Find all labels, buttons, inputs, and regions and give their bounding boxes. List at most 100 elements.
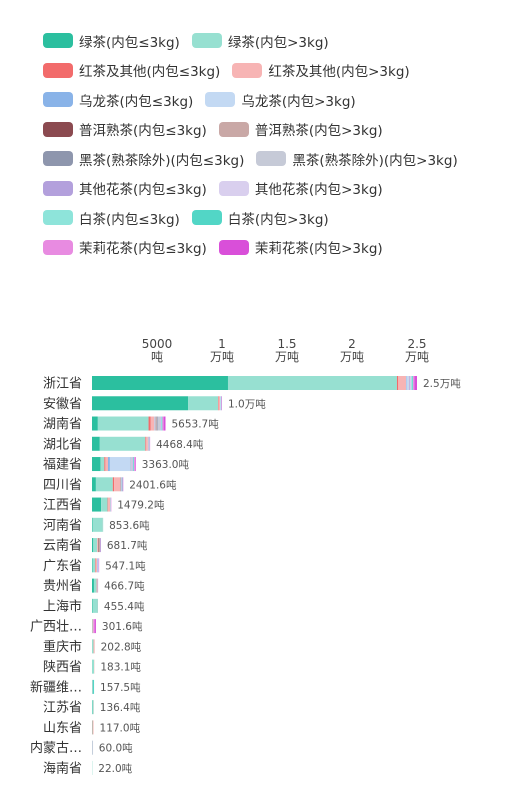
bar-segment [413,376,415,390]
legend-swatch [191,210,222,226]
legend-swatch [43,239,73,255]
y-tick-label: 云南省 [43,538,82,554]
bar-segment [220,396,221,411]
total-label: 183.1吨 [100,661,141,674]
y-tick-label: 上海市 [43,598,82,614]
legend-label: 乌龙茶(内包>3kg) [241,93,356,110]
x-tick-label: 1.5 万吨 [275,337,299,364]
y-tick-label: 湖北省 [43,437,82,452]
legend-label: 白茶(内包>3kg) [227,211,329,228]
legend-row: 绿茶(内包≤3kg) 绿茶(内包>3kg) [43,26,503,56]
legend-item[interactable]: 茉莉花茶(内包>3kg) [218,237,383,257]
bar-segment [134,457,136,472]
legend-item[interactable]: 黑茶(熟茶除外)(内包>3kg) [256,149,458,169]
bar-segment [105,457,108,472]
bar-segment [92,457,101,472]
bar-segment [145,436,146,451]
legend-swatch [43,62,73,78]
bar-segment [92,558,93,573]
total-label: 60.0吨 [99,742,133,755]
legend-swatch [43,121,73,137]
legend-label: 黑茶(熟茶除外)(内包>3kg) [292,152,458,169]
bar-segment [92,477,96,492]
legend-item[interactable]: 黑茶(熟茶除外)(内包≤3kg) [43,149,244,169]
legend-swatch [232,62,263,78]
bar-segment [148,416,151,431]
total-label: 681.7吨 [107,539,148,552]
bar-segment [98,538,101,553]
bar-segment [156,416,158,431]
legend-item[interactable]: 绿茶(内包>3kg) [191,31,329,51]
bar-segment [108,497,111,512]
legend-item[interactable]: 其他花茶(内包≤3kg) [43,178,207,198]
legend-swatch [43,180,73,196]
bar-segment [162,416,164,431]
legend-item[interactable]: 乌龙茶(内包>3kg) [205,90,356,110]
bar-segment [131,457,133,472]
legend-item[interactable]: 绿茶(内包≤3kg) [43,31,180,51]
bar-segment [157,416,161,431]
legend-label: 其他花茶(内包≤3kg) [79,182,207,199]
total-label: 22.0吨 [98,762,132,775]
total-label: 455.4吨 [104,600,145,613]
total-label: 2401.6吨 [129,478,177,491]
legend-item[interactable]: 普洱熟茶(内包>3kg) [218,119,383,140]
total-label: 117.0吨 [100,721,141,734]
total-label: 466.7吨 [104,580,145,593]
y-tick-label: 陕西省 [43,660,82,675]
legend-item[interactable]: 茉莉花茶(内包≤3kg) [43,237,207,257]
y-tick-label: 内蒙古… [30,740,82,756]
legend-item[interactable]: 白茶(内包≤3kg) [43,208,180,228]
x-tick-label: 5000 吨 [142,337,173,364]
legend-item[interactable]: 红茶及其他(内包≤3kg) [43,60,220,80]
total-label: 301.6吨 [102,620,143,633]
total-label: 853.6吨 [109,519,150,532]
bar-segment [92,679,95,694]
legend-row: 红茶及其他(内包≤3kg) 红茶及其他(内包>3kg) [43,56,503,86]
y-tick-label: 新疆维… [30,679,82,695]
legend-label: 普洱熟茶(内包>3kg) [254,123,383,140]
y-tick-label: 浙江省 [43,377,82,392]
total-label: 3363.0吨 [142,458,190,471]
legend-swatch [218,239,249,255]
legend-item[interactable]: 其他花茶(内包>3kg) [218,178,383,199]
legend-label: 茉莉花茶(内包≤3kg) [79,241,207,258]
bar-segment [92,538,94,553]
bar-segment [92,598,98,613]
bar-segment [92,659,95,674]
legend-item[interactable]: 红茶及其他(内包>3kg) [232,60,410,81]
bar-segment [409,376,410,390]
bar-segment [409,376,412,390]
legend-row: 普洱熟茶(内包≤3kg) 普洱熟茶(内包>3kg) [43,115,503,145]
legend-item[interactable]: 乌龙茶(内包≤3kg) [43,90,193,110]
bar-segment [132,457,134,472]
legend-item[interactable]: 普洱熟茶(内包≤3kg) [43,119,207,139]
legend-label: 其他花茶(内包>3kg) [254,182,383,199]
legend-swatch [256,151,287,167]
y-tick-label: 重庆市 [43,639,82,655]
legend-label: 普洱熟茶(内包≤3kg) [79,123,207,140]
bar-segment [218,396,221,411]
legend-swatch [43,151,73,167]
bar-segment [406,376,407,390]
legend-row: 白茶(内包≤3kg) 白茶(内包>3kg) [43,203,503,233]
y-tick-label: 江苏省 [43,700,82,716]
y-tick-label: 山东省 [43,721,82,736]
bar-segment [131,457,132,472]
bar-segment [107,497,109,512]
bar-segment [95,558,96,573]
bar-segment [104,457,106,472]
y-tick-label: 广西壮… [30,620,82,635]
bar-segment [408,376,410,390]
y-tick-label: 广东省 [43,559,82,574]
y-tick-label: 福建省 [43,458,82,473]
bar-segment [97,558,99,573]
bar-segment [107,457,110,472]
bar-segment [97,538,99,553]
bar-segment [148,436,150,451]
legend-label: 红茶及其他(内包>3kg) [268,64,410,81]
bar-segment [92,416,98,431]
legend-swatch [43,33,73,49]
bar-segment [121,477,123,492]
legend-item[interactable]: 白茶(内包>3kg) [191,208,329,228]
